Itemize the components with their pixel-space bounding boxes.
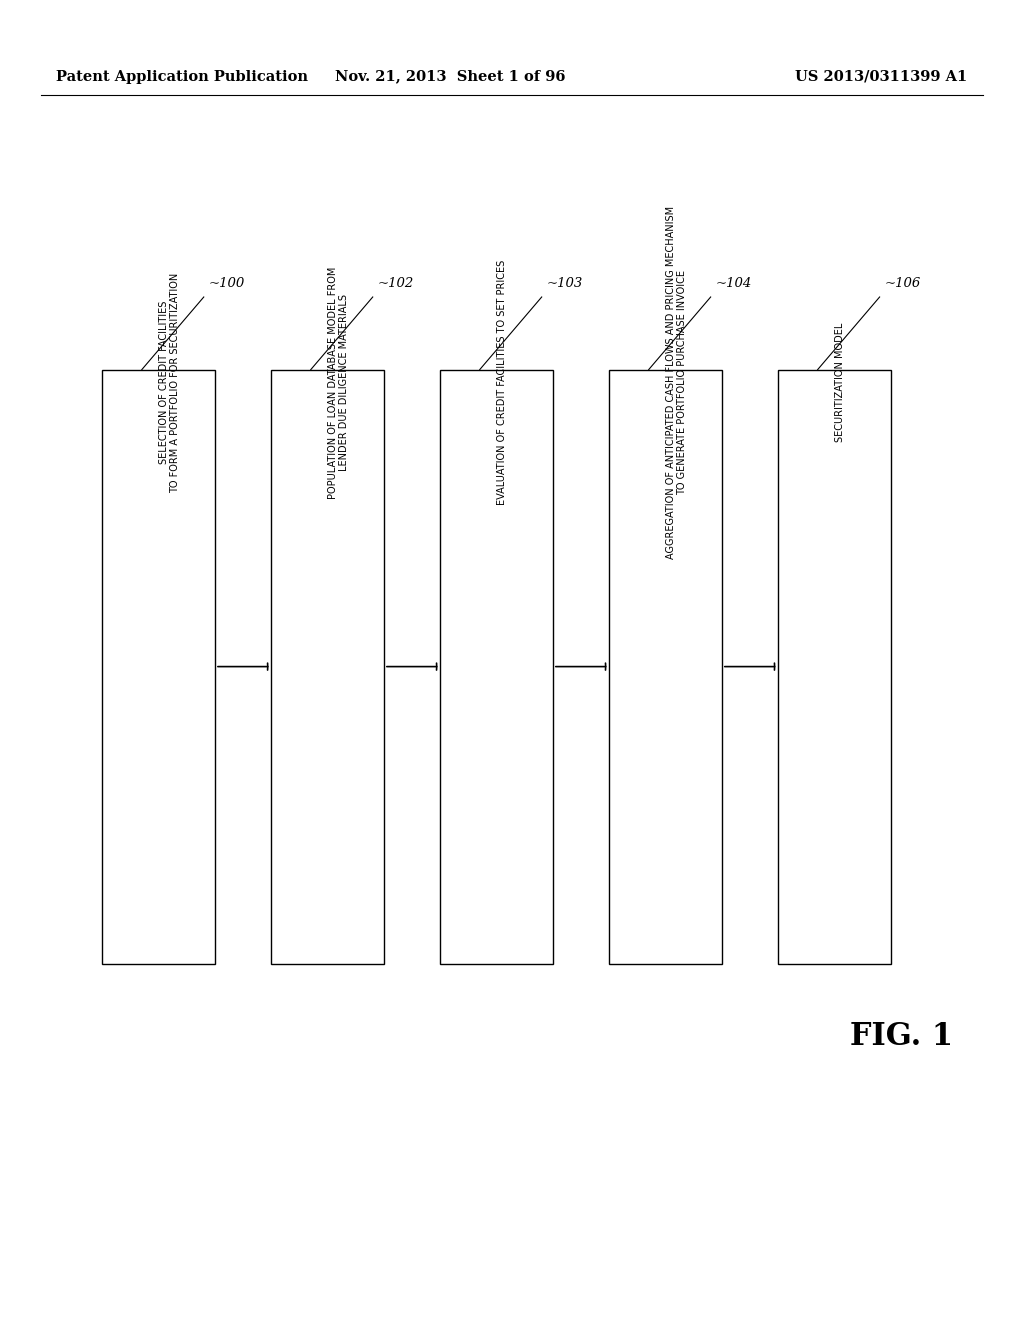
Bar	[271, 370, 384, 964]
Text: ~102: ~102	[378, 277, 414, 290]
Bar	[102, 370, 215, 964]
Text: US 2013/0311399 A1: US 2013/0311399 A1	[796, 70, 968, 83]
Text: ~103: ~103	[547, 277, 583, 290]
Bar	[609, 370, 722, 964]
Text: POPULATION OF LOAN DATABASE MODEL FROM
LENDER DUE DILIGENCE MATERIALS: POPULATION OF LOAN DATABASE MODEL FROM L…	[328, 267, 349, 499]
Text: AGGREGATION OF ANTICIPATED CASH FLOWS AND PRICING MECHANISM
TO GENERATE PORTFOLI: AGGREGATION OF ANTICIPATED CASH FLOWS AN…	[666, 206, 687, 560]
Text: ~104: ~104	[716, 277, 752, 290]
Text: Nov. 21, 2013  Sheet 1 of 96: Nov. 21, 2013 Sheet 1 of 96	[335, 70, 566, 83]
Text: FIG. 1: FIG. 1	[850, 1020, 952, 1052]
Bar	[778, 370, 891, 964]
Text: ~100: ~100	[209, 277, 245, 290]
Bar	[440, 370, 553, 964]
Text: Patent Application Publication: Patent Application Publication	[56, 70, 308, 83]
Text: ~106: ~106	[885, 277, 921, 290]
Text: EVALUATION OF CREDIT FACILITIES TO SET PRICES: EVALUATION OF CREDIT FACILITIES TO SET P…	[497, 260, 507, 506]
Text: SELECTION OF CREDIT FACILITIES
TO FORM A PORTFOLIO FOR SECURITIZATION: SELECTION OF CREDIT FACILITIES TO FORM A…	[159, 273, 180, 492]
Text: SECURITIZATION MODEL: SECURITIZATION MODEL	[835, 323, 845, 442]
